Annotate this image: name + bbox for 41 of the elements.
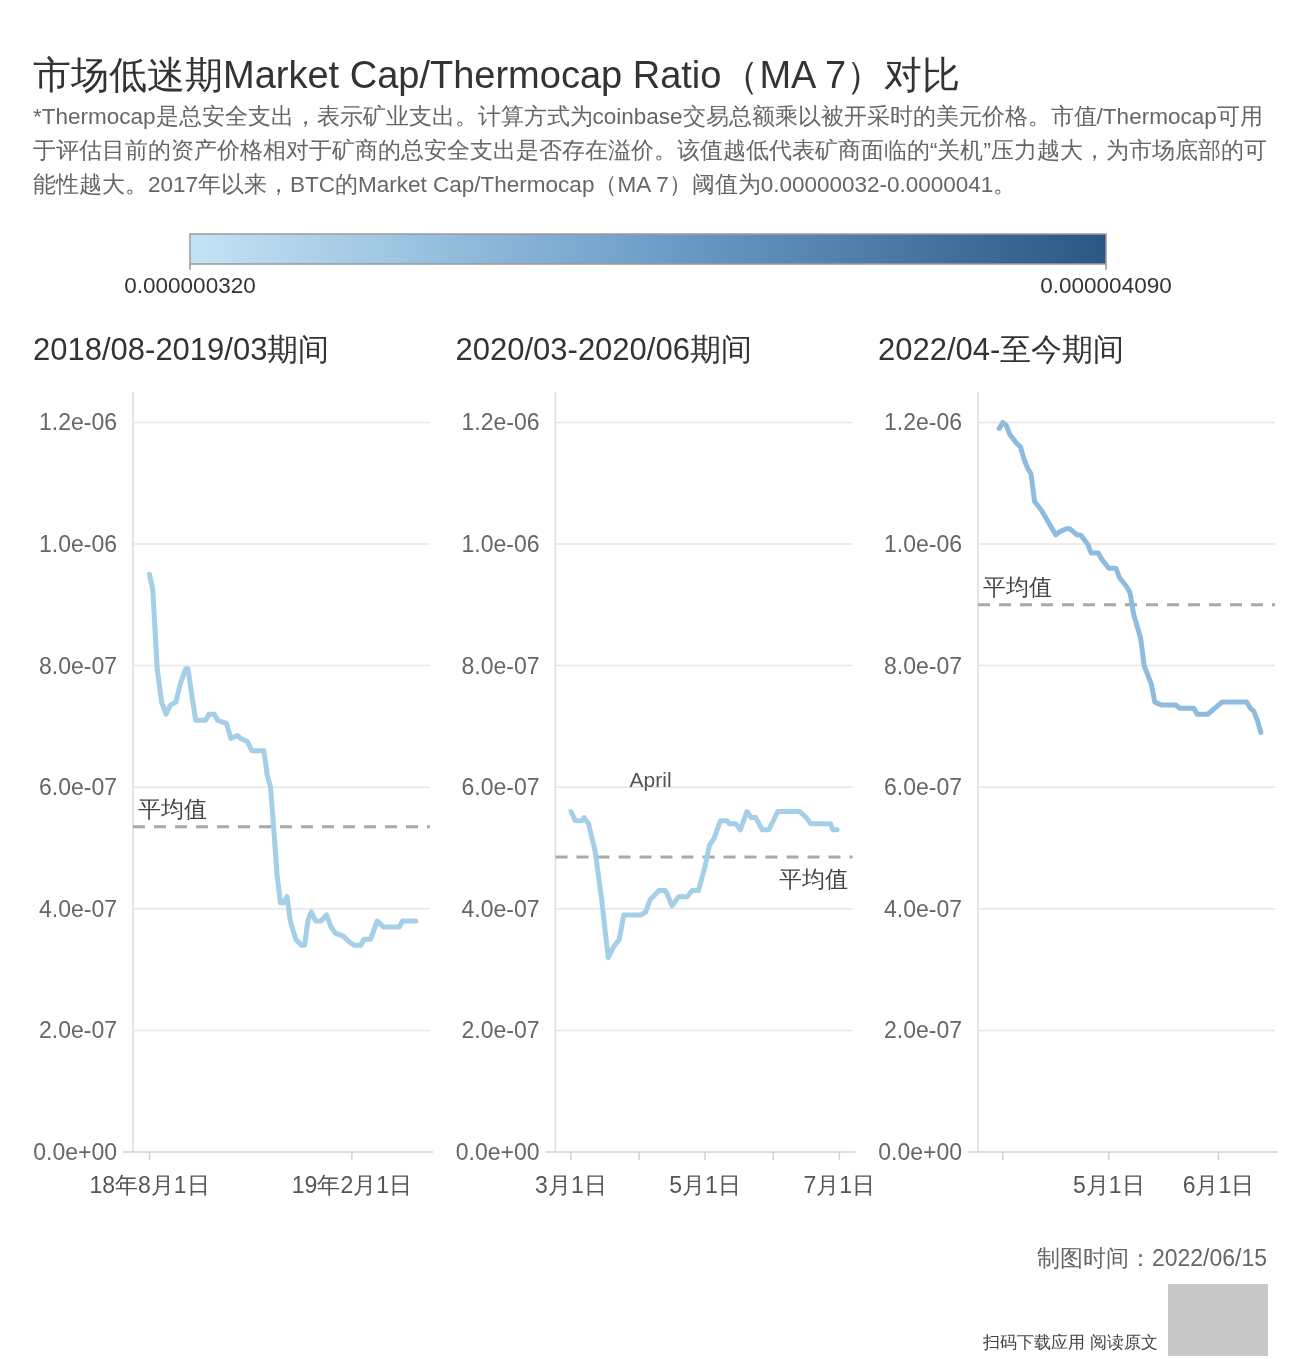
- y-tick-label: 4.0e-07: [38, 895, 117, 922]
- text: 扫码下载应用 阅读原文: [982, 1333, 1158, 1352]
- ref-line-label: 平均值: [983, 573, 1052, 600]
- annotation: April: [629, 768, 672, 792]
- y-tick-label: 1.0e-06: [461, 531, 540, 557]
- y-tick-label: 2.0e-07: [461, 1017, 540, 1044]
- x-axis-title: 2022/04-至今期间: [878, 332, 1125, 367]
- y-tick-label: 1.0e-06: [883, 531, 962, 557]
- x-tick-label: 18年8月1日: [89, 1172, 210, 1198]
- x-tick-label: 7月1日: [803, 1172, 876, 1198]
- y-tick-label: 0.0e+00: [878, 1139, 962, 1165]
- y-tick-label: 6.0e-07: [38, 774, 117, 801]
- y-tick-label: 8.0e-07: [461, 652, 540, 679]
- x-axis-title: 2018/08-2019/03期间: [33, 332, 330, 367]
- x-tick-label: 3月1日: [535, 1172, 607, 1198]
- y-tick-label: 0.0e+00: [33, 1139, 117, 1165]
- y-tick-label: 1.0e-06: [38, 531, 117, 557]
- x-tick-label: 19年2月1日: [291, 1172, 412, 1198]
- x-axis-title: 2020/03-2020/06期间: [455, 332, 752, 367]
- y-tick-label: 4.0e-07: [883, 895, 962, 922]
- y-tick-label: 0.0e+00: [455, 1139, 540, 1165]
- chart-title: 市场低迷期Market Cap/Thermocap Ratio（MA 7）对比: [33, 54, 961, 96]
- y-tick-label: 1.2e-06: [38, 409, 117, 436]
- y-tick-label: 2.0e-07: [883, 1017, 962, 1044]
- y-tick-label: 1.2e-06: [883, 409, 962, 436]
- text: 制图时间：2022/06/15: [1036, 1245, 1267, 1271]
- colorbar-tick-label: 0.000000320: [124, 273, 256, 298]
- ref-line-label: 平均值: [778, 866, 848, 893]
- y-tick-label: 6.0e-07: [883, 774, 962, 801]
- y-tick-label: 8.0e-07: [883, 652, 962, 679]
- x-tick-label: 5月1日: [669, 1172, 741, 1198]
- x-tick-label: 5月1日: [1073, 1172, 1145, 1198]
- ref-line-label: 平均值: [138, 795, 207, 822]
- y-tick-label: 6.0e-07: [461, 774, 540, 801]
- y-tick-label: 4.0e-07: [461, 895, 540, 922]
- y-tick-label: 2.0e-07: [38, 1017, 117, 1044]
- y-tick-label: 8.0e-07: [38, 652, 117, 679]
- x-tick-label: 6月1日: [1182, 1172, 1255, 1198]
- colorbar-tick-label: 0.000004090: [1040, 273, 1172, 298]
- text: *Thermocap是总安全支出，表示矿业支出。计算方式为coinbase交易总额乘以被开采时的美元价格。市值/Thermocap可用于评估目前的资产价格相对于矿商的总安全支出是否存在溢价。该值越低代表矿商面临的“关机”压力越大，为市场底部的可能性越大。2017年以来，BTC的Market Cap/Thermocap（MA 7）阈值为0.00000032-0.0000041。: [33, 103, 1268, 199]
- y-tick-label: 1.2e-06: [461, 409, 540, 436]
